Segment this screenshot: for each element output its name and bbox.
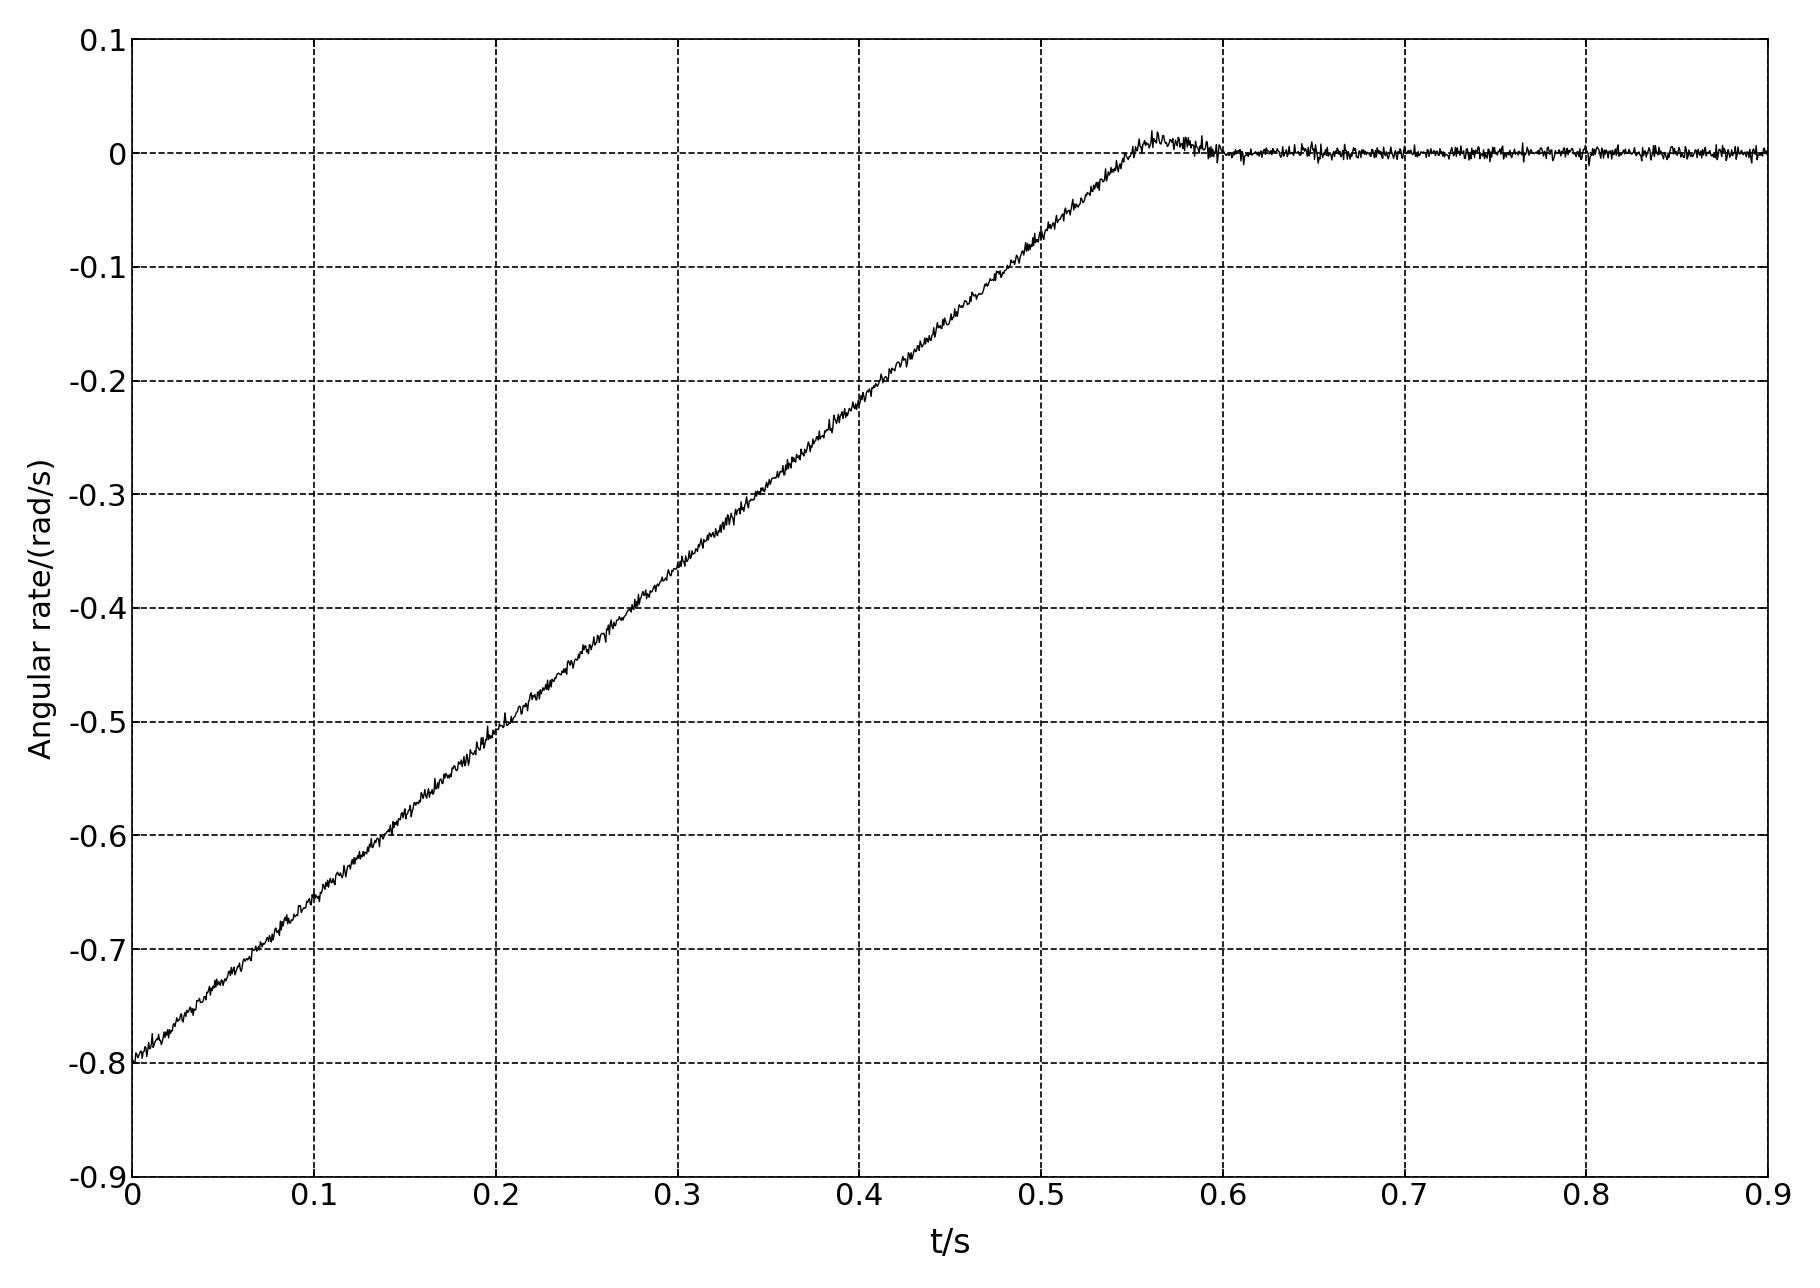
X-axis label: t/s: t/s: [930, 1227, 970, 1260]
Y-axis label: Angular rate/(rad/s): Angular rate/(rad/s): [27, 457, 56, 759]
